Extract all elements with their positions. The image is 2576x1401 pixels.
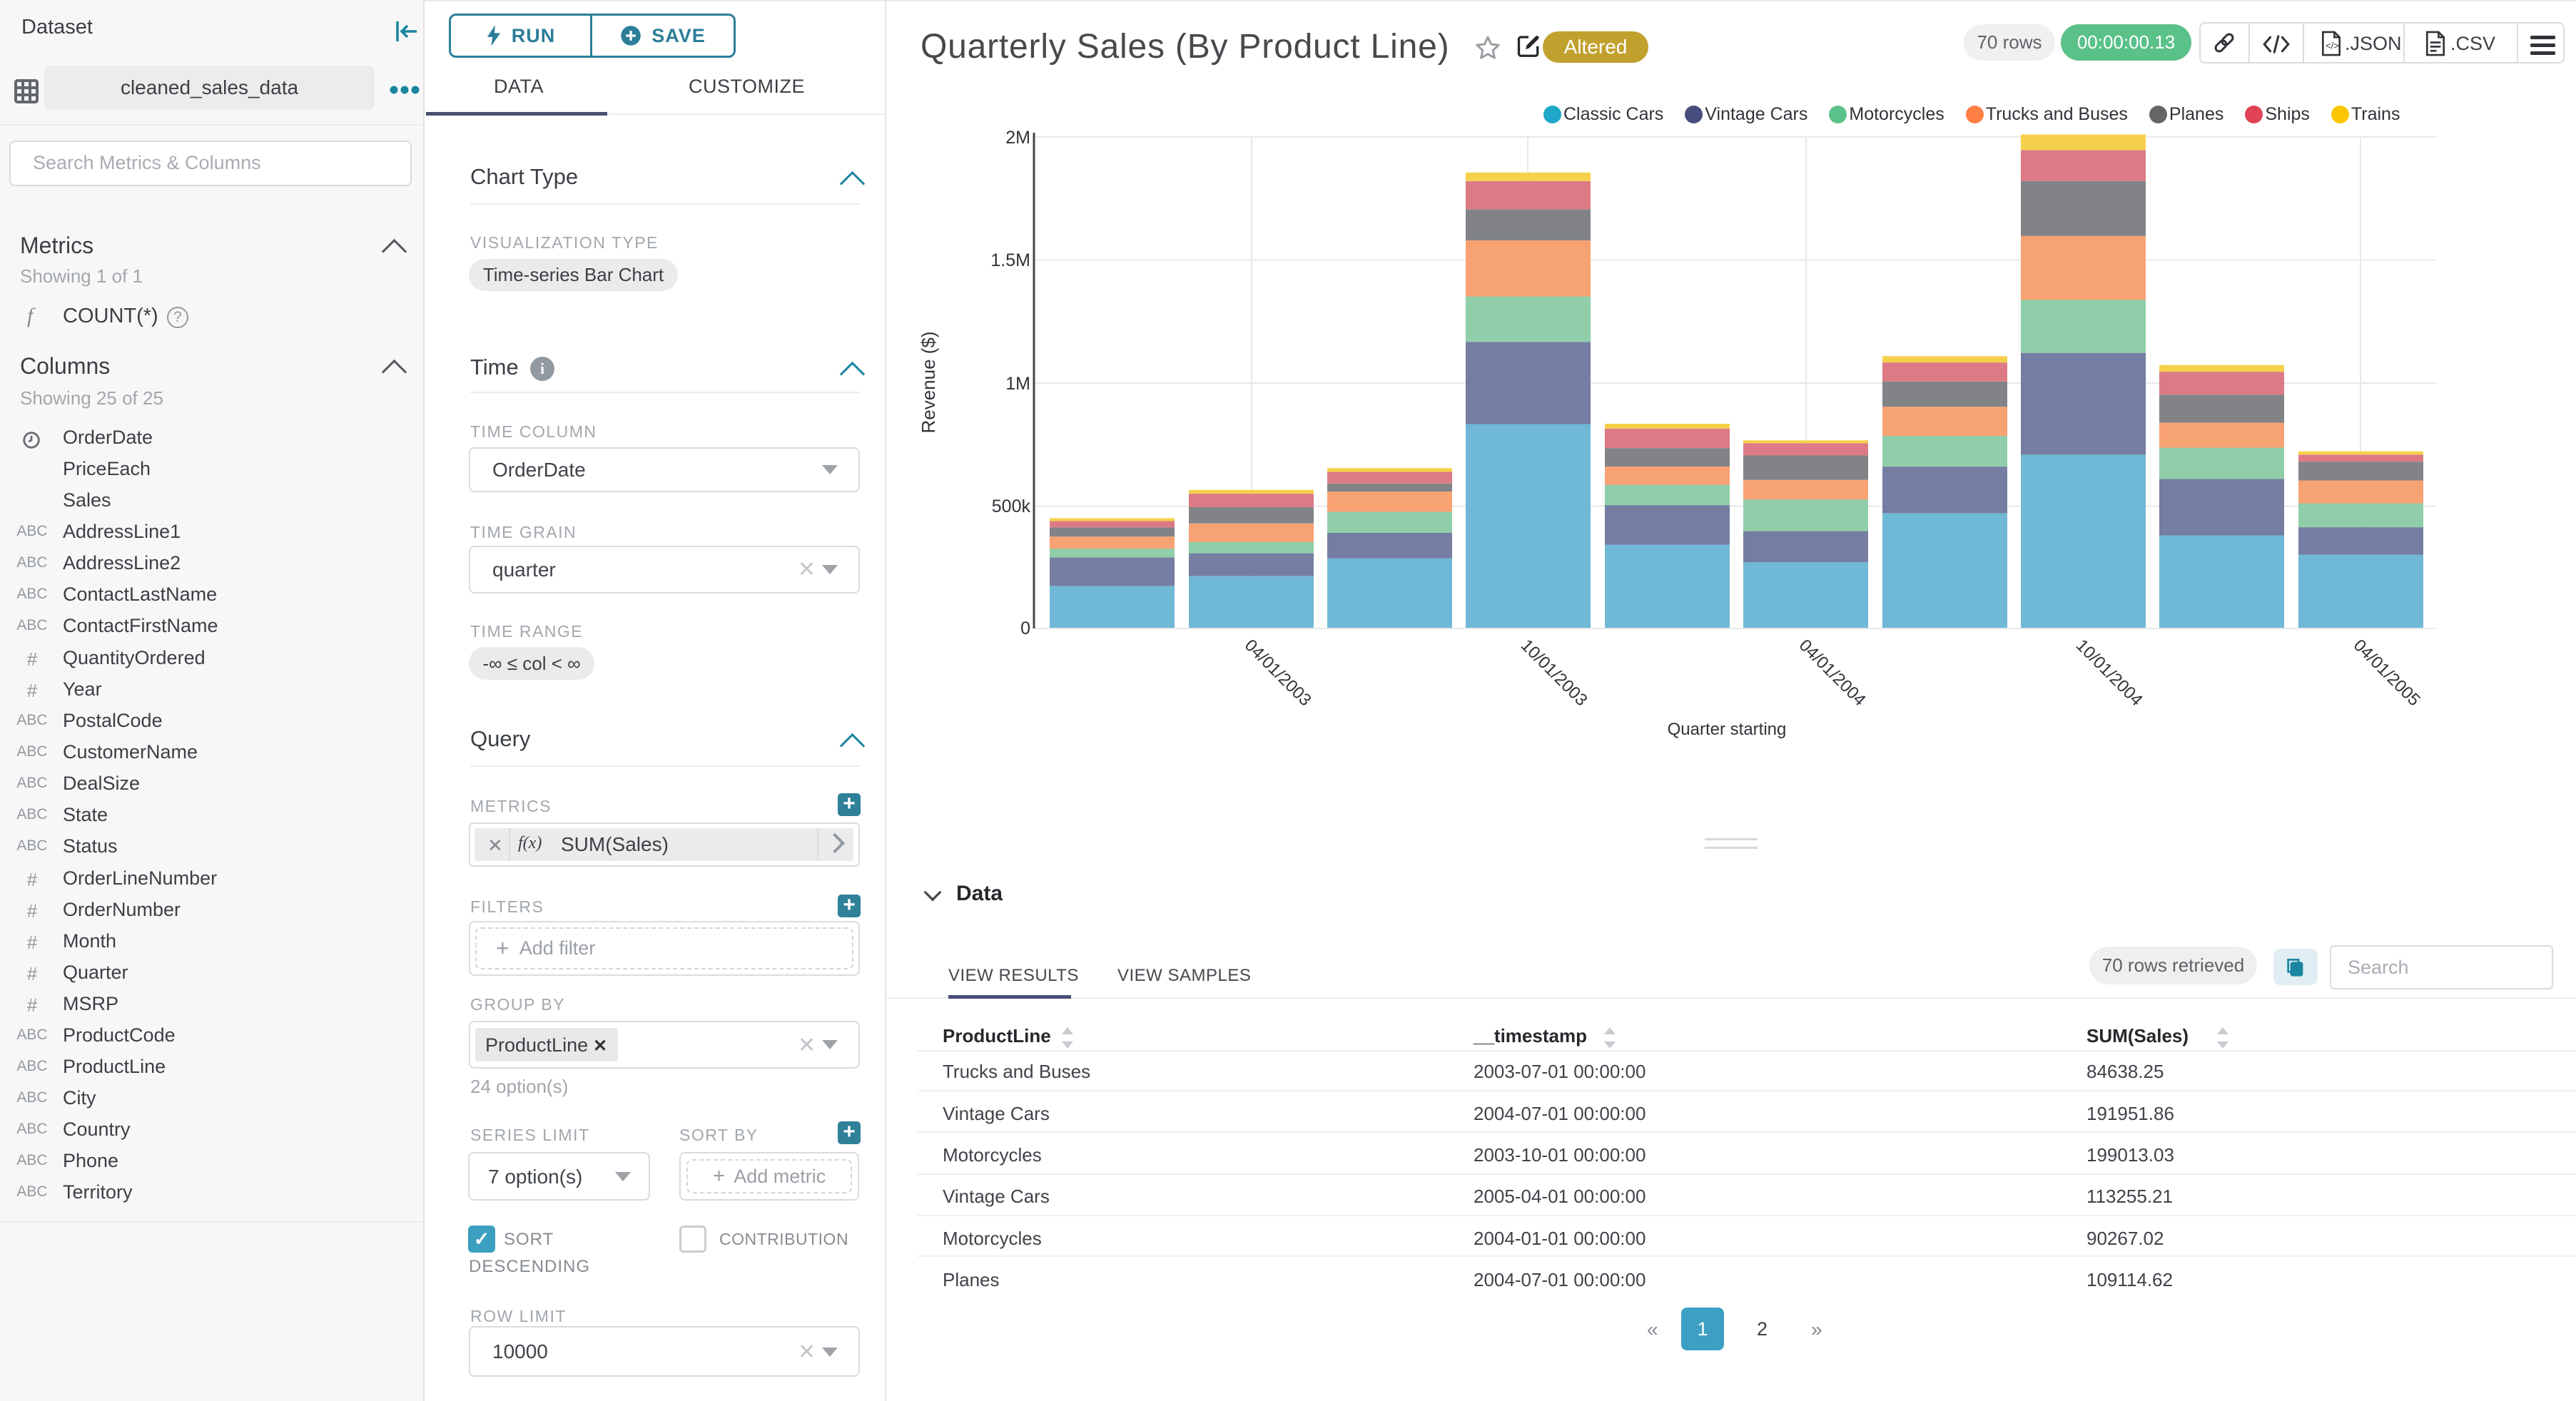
svg-text:1.5M: 1.5M [990, 250, 1030, 270]
svg-text:04/01/2003: 04/01/2003 [1241, 636, 1315, 710]
svg-text:500k: 500k [992, 496, 1031, 516]
svg-text:0: 0 [1020, 618, 1030, 638]
svg-text:Quarter starting: Quarter starting [1668, 720, 1787, 739]
svg-text:Revenue ($): Revenue ($) [918, 331, 939, 433]
svg-text:10/01/2003: 10/01/2003 [1517, 636, 1591, 710]
svg-text:04/01/2004: 04/01/2004 [1795, 636, 1870, 710]
svg-text:2M: 2M [1005, 128, 1030, 148]
svg-text:1M: 1M [1005, 374, 1030, 394]
svg-text:10/01/2004: 10/01/2004 [2072, 636, 2146, 710]
svg-text:</>: </> [2326, 40, 2339, 51]
svg-text:04/01/2005: 04/01/2005 [2350, 636, 2424, 710]
